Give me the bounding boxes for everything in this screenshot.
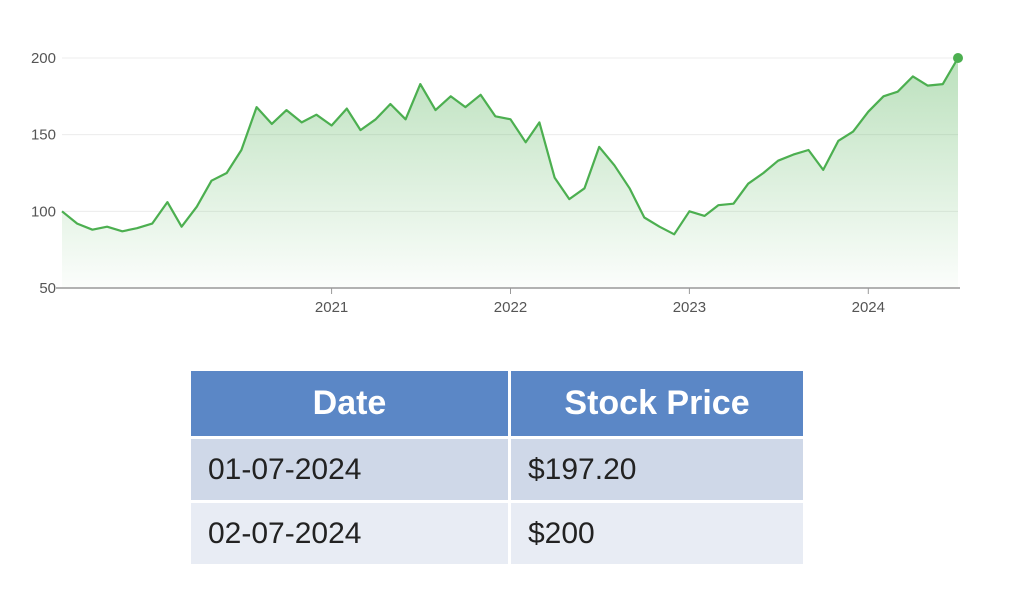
column-header-stock-price: Stock Price — [508, 368, 806, 439]
price-area-fill — [62, 58, 958, 288]
y-tick-label: 100 — [31, 203, 56, 220]
price-cell: $200 — [508, 500, 806, 567]
price-cell: $197.20 — [508, 436, 806, 503]
price-line — [61, 57, 959, 236]
stock-price-chart: 50 100 150 200 2021 2022 2023 2024 — [31, 50, 963, 316]
x-tick-label: 2021 — [315, 299, 348, 316]
column-header-date: Date — [188, 368, 511, 439]
x-tick-label: 2022 — [494, 299, 527, 316]
x-tick-label: 2023 — [673, 299, 706, 316]
x-tick-label: 2024 — [852, 299, 885, 316]
y-tick-label: 50 — [39, 280, 56, 297]
table-row: 01-07-2024 $197.20 — [188, 436, 806, 503]
date-cell: 02-07-2024 — [188, 500, 511, 567]
table-header-row: Date Stock Price — [188, 368, 806, 439]
table-row: 02-07-2024 $200 — [188, 500, 806, 567]
y-tick-label: 200 — [31, 50, 56, 67]
price-table: Date Stock Price 01-07-2024 $197.20 02-0… — [188, 368, 806, 567]
x-axis-ticks: 2021 2022 2023 2024 — [315, 288, 885, 316]
latest-price-point[interactable] — [953, 53, 963, 63]
y-tick-label: 150 — [31, 127, 56, 144]
date-cell: 01-07-2024 — [188, 436, 511, 503]
y-axis-ticks: 50 100 150 200 — [31, 50, 56, 297]
